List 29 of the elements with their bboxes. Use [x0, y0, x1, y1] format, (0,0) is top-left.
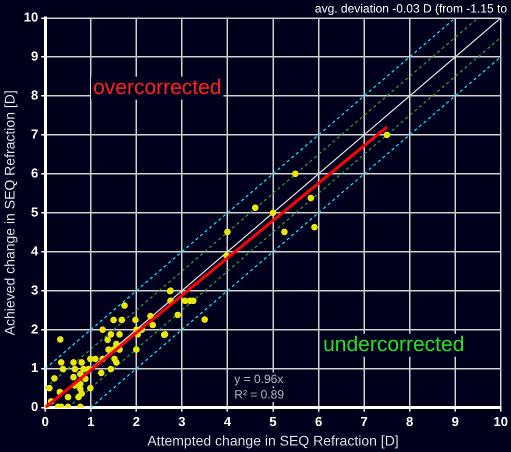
x-tick-label: 7 [360, 414, 368, 429]
x-tick-label: 6 [314, 414, 322, 429]
annotation: undercorrected [323, 333, 464, 356]
y-tick-label: 6 [31, 165, 38, 180]
y-tick-label: 8 [31, 88, 38, 102]
x-tick-label: 4 [224, 414, 232, 429]
y-tick-label: 5 [31, 204, 38, 220]
x-tick-label: 3 [178, 414, 186, 429]
x-axis-title: Attempted change in SEQ Refraction [D] [147, 432, 399, 448]
y-axis-title: Achieved change in SEQ Refraction [D] [1, 90, 18, 336]
y-tick-label: 0 [31, 399, 38, 414]
text: avg. deviation -0.03 D (from -1.15 to [314, 1, 508, 16]
x-tick-label: 8 [406, 414, 414, 429]
y-tick-label: 7 [31, 126, 38, 142]
x-tick-label: 5 [269, 414, 277, 429]
annotation: R² = 0.89 [234, 387, 284, 402]
x-tick-label: 2 [132, 414, 140, 429]
y-tick-label: 1 [31, 360, 38, 376]
y-tick-label: 4 [31, 243, 40, 258]
y-tick-label: 2 [31, 321, 38, 336]
x-tick-label: 9 [452, 414, 459, 429]
y-tick-label: 9 [31, 48, 38, 64]
annotation: y = 0.96x [234, 372, 284, 386]
annotation: overcorrected [93, 76, 222, 99]
x-tick-label: 10 [494, 414, 508, 429]
y-tick-label: 3 [31, 282, 38, 298]
x-tick-label: 1 [87, 414, 94, 429]
x-tick-label: 0 [42, 414, 49, 429]
y-tick-label: 10 [24, 10, 38, 25]
